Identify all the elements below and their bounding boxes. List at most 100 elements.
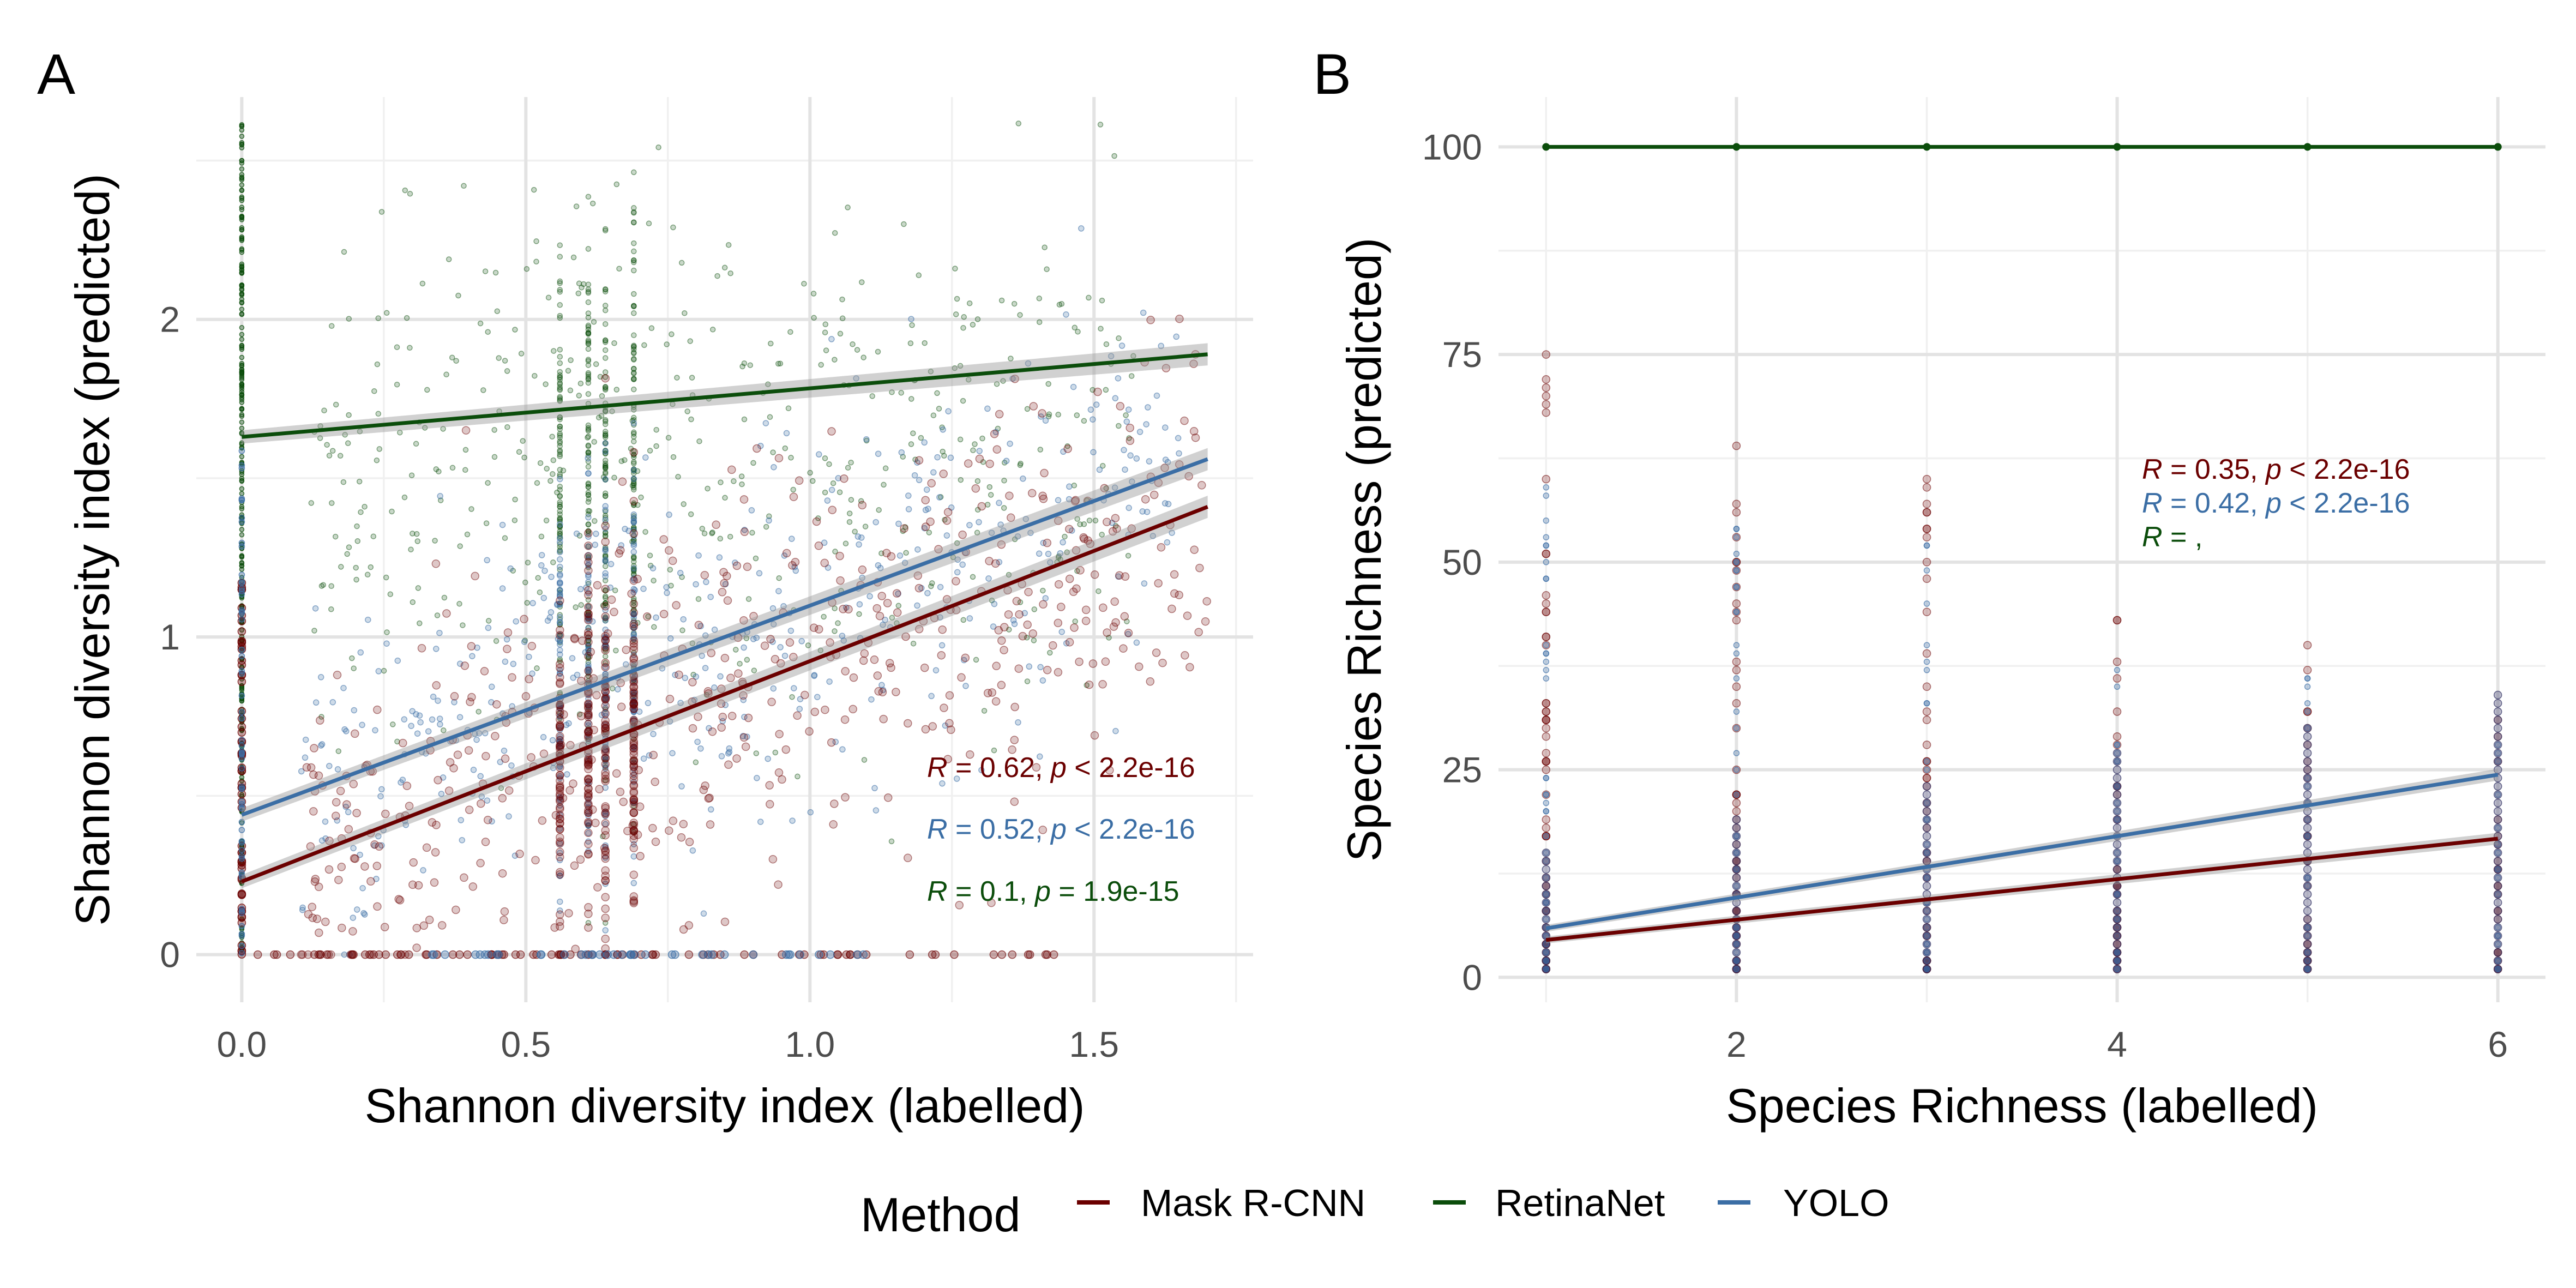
data-point-core bbox=[2112, 749, 2122, 757]
data-point-yolo bbox=[2114, 683, 2121, 690]
data-point-retinanet bbox=[1072, 618, 1078, 624]
data-point-mask-r-cnn bbox=[927, 479, 936, 487]
data-point-mask-r-cnn bbox=[412, 924, 422, 932]
data-point-retinanet bbox=[531, 186, 537, 193]
data-point-retinanet bbox=[770, 449, 776, 455]
data-point-mask-r-cnn bbox=[774, 880, 783, 889]
data-point-retinanet bbox=[320, 582, 327, 588]
legend-label-retinanet: RetinaNet bbox=[1495, 1182, 1665, 1224]
data-point-mask-r-cnn bbox=[437, 921, 447, 930]
data-point-yolo bbox=[557, 476, 563, 483]
data-point-core bbox=[2303, 832, 2312, 841]
data-point-retinanet bbox=[908, 396, 914, 402]
stat-p-symbol: p bbox=[1050, 814, 1067, 845]
data-point-retinanet bbox=[449, 465, 456, 471]
data-point-core bbox=[1922, 832, 1931, 841]
data-point-retinanet bbox=[738, 473, 745, 479]
data-point-retinanet bbox=[821, 613, 827, 620]
data-point-mask-r-cnn bbox=[1542, 474, 1551, 484]
data-point-retinanet bbox=[585, 374, 592, 380]
data-point-yolo bbox=[383, 640, 390, 647]
data-point-retinanet bbox=[611, 474, 617, 481]
data-point-retinanet bbox=[631, 219, 637, 226]
data-point-yolo bbox=[557, 802, 563, 809]
data-point-retinanet bbox=[597, 374, 604, 380]
data-point-retinanet bbox=[1055, 412, 1061, 418]
data-point-yolo bbox=[326, 762, 333, 769]
data-point-retinanet bbox=[767, 414, 773, 420]
data-point-yolo bbox=[1090, 416, 1096, 423]
data-point-retinanet bbox=[239, 383, 245, 389]
data-point-retinanet bbox=[795, 773, 801, 780]
data-point-mask-r-cnn bbox=[629, 695, 639, 703]
data-point-retinanet bbox=[239, 188, 245, 194]
data-point-retinanet bbox=[1084, 682, 1090, 688]
data-point-retinanet bbox=[518, 351, 525, 357]
data-point-mask-r-cnn bbox=[815, 625, 823, 634]
data-point-retinanet bbox=[585, 521, 592, 527]
data-point-retinanet bbox=[1128, 373, 1135, 379]
stat-annotation-yolo: R = 0.52, p < 2.2e-16 bbox=[927, 814, 1195, 845]
data-point-mask-r-cnn bbox=[1542, 549, 1551, 558]
data-point-retinanet bbox=[337, 453, 344, 459]
data-point-mask-r-cnn bbox=[629, 599, 639, 609]
data-point-yolo bbox=[607, 561, 615, 568]
data-point-yolo bbox=[630, 880, 637, 887]
data-point-retinanet bbox=[631, 386, 637, 393]
data-point-yolo bbox=[602, 440, 609, 447]
data-point-retinanet bbox=[631, 598, 637, 604]
stat-r-value: = 0.35, bbox=[2163, 454, 2266, 485]
data-point-yolo bbox=[560, 950, 569, 959]
data-point-retinanet bbox=[602, 288, 609, 294]
data-point-retinanet bbox=[545, 294, 552, 300]
data-point-mask-r-cnn bbox=[629, 636, 639, 645]
data-point-retinanet bbox=[602, 563, 609, 569]
data-point-mask-r-cnn bbox=[1103, 628, 1111, 637]
data-point-retinanet bbox=[602, 600, 609, 606]
data-point-mask-r-cnn bbox=[887, 552, 896, 561]
data-point-retinanet bbox=[351, 665, 357, 671]
data-point-retinanet bbox=[842, 540, 849, 547]
stat-annotation-yolo: R = 0.42, p < 2.2e-16 bbox=[2142, 487, 2410, 519]
data-point-retinanet bbox=[974, 529, 980, 536]
data-point-retinanet bbox=[952, 365, 958, 371]
data-point-retinanet bbox=[239, 127, 245, 133]
data-point-yolo bbox=[577, 586, 584, 593]
data-point-retinanet bbox=[578, 602, 584, 608]
data-point-mask-r-cnn bbox=[610, 607, 618, 617]
data-point-retinanet bbox=[929, 580, 935, 586]
data-point-retinanet bbox=[942, 516, 948, 523]
data-point-core bbox=[2493, 757, 2502, 766]
data-point-mask-r-cnn bbox=[874, 687, 883, 696]
data-point-mask-r-cnn bbox=[1732, 599, 1741, 608]
data-point-mask-r-cnn bbox=[373, 902, 382, 911]
data-point-mask-r-cnn bbox=[1197, 481, 1206, 490]
data-point-mask-r-cnn bbox=[1038, 409, 1046, 418]
data-point-retinanet bbox=[1098, 326, 1104, 332]
data-point-retinanet bbox=[1001, 505, 1007, 511]
data-point-retinanet bbox=[557, 380, 563, 386]
data-point-yolo bbox=[607, 584, 614, 591]
data-point-mask-r-cnn bbox=[1732, 441, 1741, 450]
data-point-retinanet bbox=[512, 327, 518, 333]
data-point-retinanet bbox=[585, 290, 592, 296]
stat-annotation-mask-r-cnn: R = 0.62, p < 2.2e-16 bbox=[927, 752, 1195, 784]
data-point-retinanet bbox=[1092, 517, 1099, 523]
data-point-retinanet bbox=[239, 486, 245, 492]
data-point-retinanet bbox=[766, 513, 772, 519]
data-point-mask-r-cnn bbox=[344, 824, 353, 834]
data-point-mask-r-cnn bbox=[499, 916, 508, 924]
data-point-yolo bbox=[859, 950, 868, 959]
data-point-retinanet bbox=[554, 489, 560, 496]
data-point-retinanet bbox=[631, 350, 637, 356]
data-point-yolo bbox=[1923, 567, 1930, 574]
data-point-yolo bbox=[238, 465, 245, 472]
fit-lines bbox=[1542, 143, 2502, 944]
data-point-yolo bbox=[435, 697, 441, 704]
data-point-mask-r-cnn bbox=[1054, 580, 1063, 589]
data-point-retinanet bbox=[533, 258, 539, 265]
data-point-retinanet bbox=[602, 418, 609, 425]
data-point-mask-r-cnn bbox=[1043, 538, 1052, 547]
data-point-core bbox=[2493, 848, 2502, 857]
